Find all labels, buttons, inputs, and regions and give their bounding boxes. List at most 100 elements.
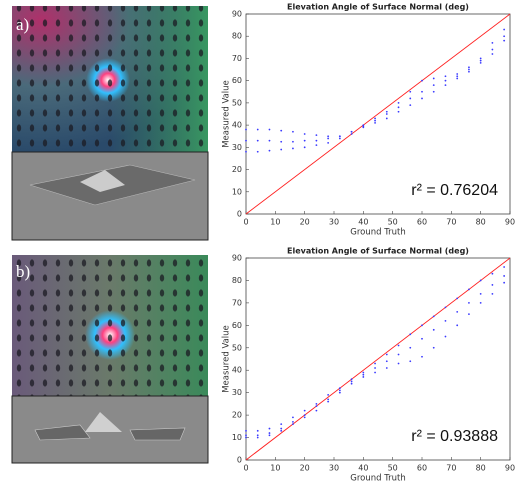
data-point: [327, 141, 330, 144]
x-tick-label: 20: [300, 464, 310, 473]
y-tick-label: 10: [232, 187, 242, 196]
data-point: [338, 391, 341, 394]
y-tick-label: 70: [232, 54, 242, 63]
data-point: [468, 301, 470, 304]
data-point: [444, 335, 447, 338]
x-tick-label: 30: [329, 464, 339, 473]
data-point: [479, 301, 482, 304]
y-axis-label: Measured Value: [222, 80, 232, 148]
data-point: [503, 275, 506, 277]
data-point: [268, 149, 271, 152]
data-point: [338, 387, 341, 390]
x-tick-label: 30: [329, 218, 339, 227]
data-point: [362, 371, 365, 374]
data-point: [397, 106, 400, 109]
data-point: [491, 293, 494, 295]
data-point: [350, 382, 353, 385]
data-point: [315, 134, 318, 137]
x-tick-label: 40: [358, 218, 368, 227]
data-point: [479, 57, 482, 60]
y-tick-label: 30: [232, 143, 242, 152]
data-point: [385, 360, 388, 363]
data-point: [256, 429, 259, 432]
y-tick-label: 30: [232, 388, 242, 397]
data-point: [245, 139, 247, 142]
data-point: [292, 130, 294, 133]
y-tick-label: 0: [237, 456, 242, 465]
data-point: [303, 414, 306, 417]
y-tick-label: 80: [232, 276, 242, 285]
data-point: [374, 362, 376, 365]
panel-label: a): [16, 15, 29, 34]
data-point: [315, 139, 318, 142]
data-point: [468, 66, 470, 69]
data-point: [491, 272, 494, 275]
data-point: [468, 68, 470, 71]
y-tick-label: 90: [232, 10, 242, 19]
y-tick-label: 50: [232, 343, 242, 352]
identity-line: [245, 257, 511, 461]
data-point: [292, 423, 294, 425]
data-point: [315, 402, 318, 405]
data-point: [432, 77, 435, 80]
data-point: [503, 266, 506, 268]
x-tick-label: 80: [476, 218, 486, 227]
x-tick-label: 80: [476, 464, 486, 473]
data-point: [409, 90, 412, 93]
x-tick-label: 50: [388, 218, 398, 227]
data-point: [397, 101, 400, 104]
data-point: [280, 129, 283, 132]
data-point: [374, 117, 376, 120]
data-point: [479, 59, 482, 62]
data-point: [303, 416, 306, 419]
data-point: [491, 41, 494, 44]
data-point: [397, 353, 400, 356]
data-point: [327, 135, 330, 138]
image-a: [11, 6, 209, 241]
data-point: [268, 128, 271, 131]
y-tick-label: 70: [232, 298, 242, 307]
data-point: [444, 319, 447, 322]
data-point: [338, 135, 341, 138]
data-point: [479, 279, 482, 282]
y-tick-label: 20: [232, 165, 242, 174]
data-point: [280, 423, 283, 425]
data-point: [327, 400, 330, 403]
data-point: [456, 297, 459, 300]
y-tick-label: 40: [232, 121, 242, 130]
data-point: [385, 353, 388, 356]
data-point: [409, 104, 412, 107]
data-point: [245, 150, 247, 153]
data-point: [421, 324, 423, 327]
x-tick-label: 60: [417, 218, 427, 227]
data-point: [374, 119, 376, 122]
data-point: [432, 90, 435, 93]
data-point: [327, 137, 330, 140]
data-point: [256, 139, 259, 142]
data-point: [468, 70, 470, 73]
data-point: [397, 110, 400, 113]
annotation: r² = 0.93888: [411, 428, 498, 445]
data-point: [409, 360, 412, 363]
data-point: [280, 148, 283, 151]
data-point: [268, 432, 271, 434]
data-point: [503, 281, 506, 284]
data-point: [245, 436, 247, 439]
data-point: [362, 376, 365, 378]
data-point: [350, 130, 353, 133]
x-tick-label: 90: [505, 464, 515, 473]
data-point: [385, 110, 388, 113]
data-point: [421, 337, 423, 340]
data-point: [315, 405, 318, 408]
x-tick-label: 90: [505, 218, 515, 227]
y-axis-label: Measured Value: [222, 325, 232, 393]
y-tick-label: 0: [237, 210, 242, 219]
data-point: [456, 310, 459, 313]
data-point: [315, 144, 318, 147]
data-point: [456, 75, 459, 78]
y-tick-label: 50: [232, 98, 242, 107]
data-point: [421, 355, 423, 358]
data-point: [338, 389, 341, 392]
data-point: [350, 378, 353, 381]
data-point: [362, 373, 365, 376]
